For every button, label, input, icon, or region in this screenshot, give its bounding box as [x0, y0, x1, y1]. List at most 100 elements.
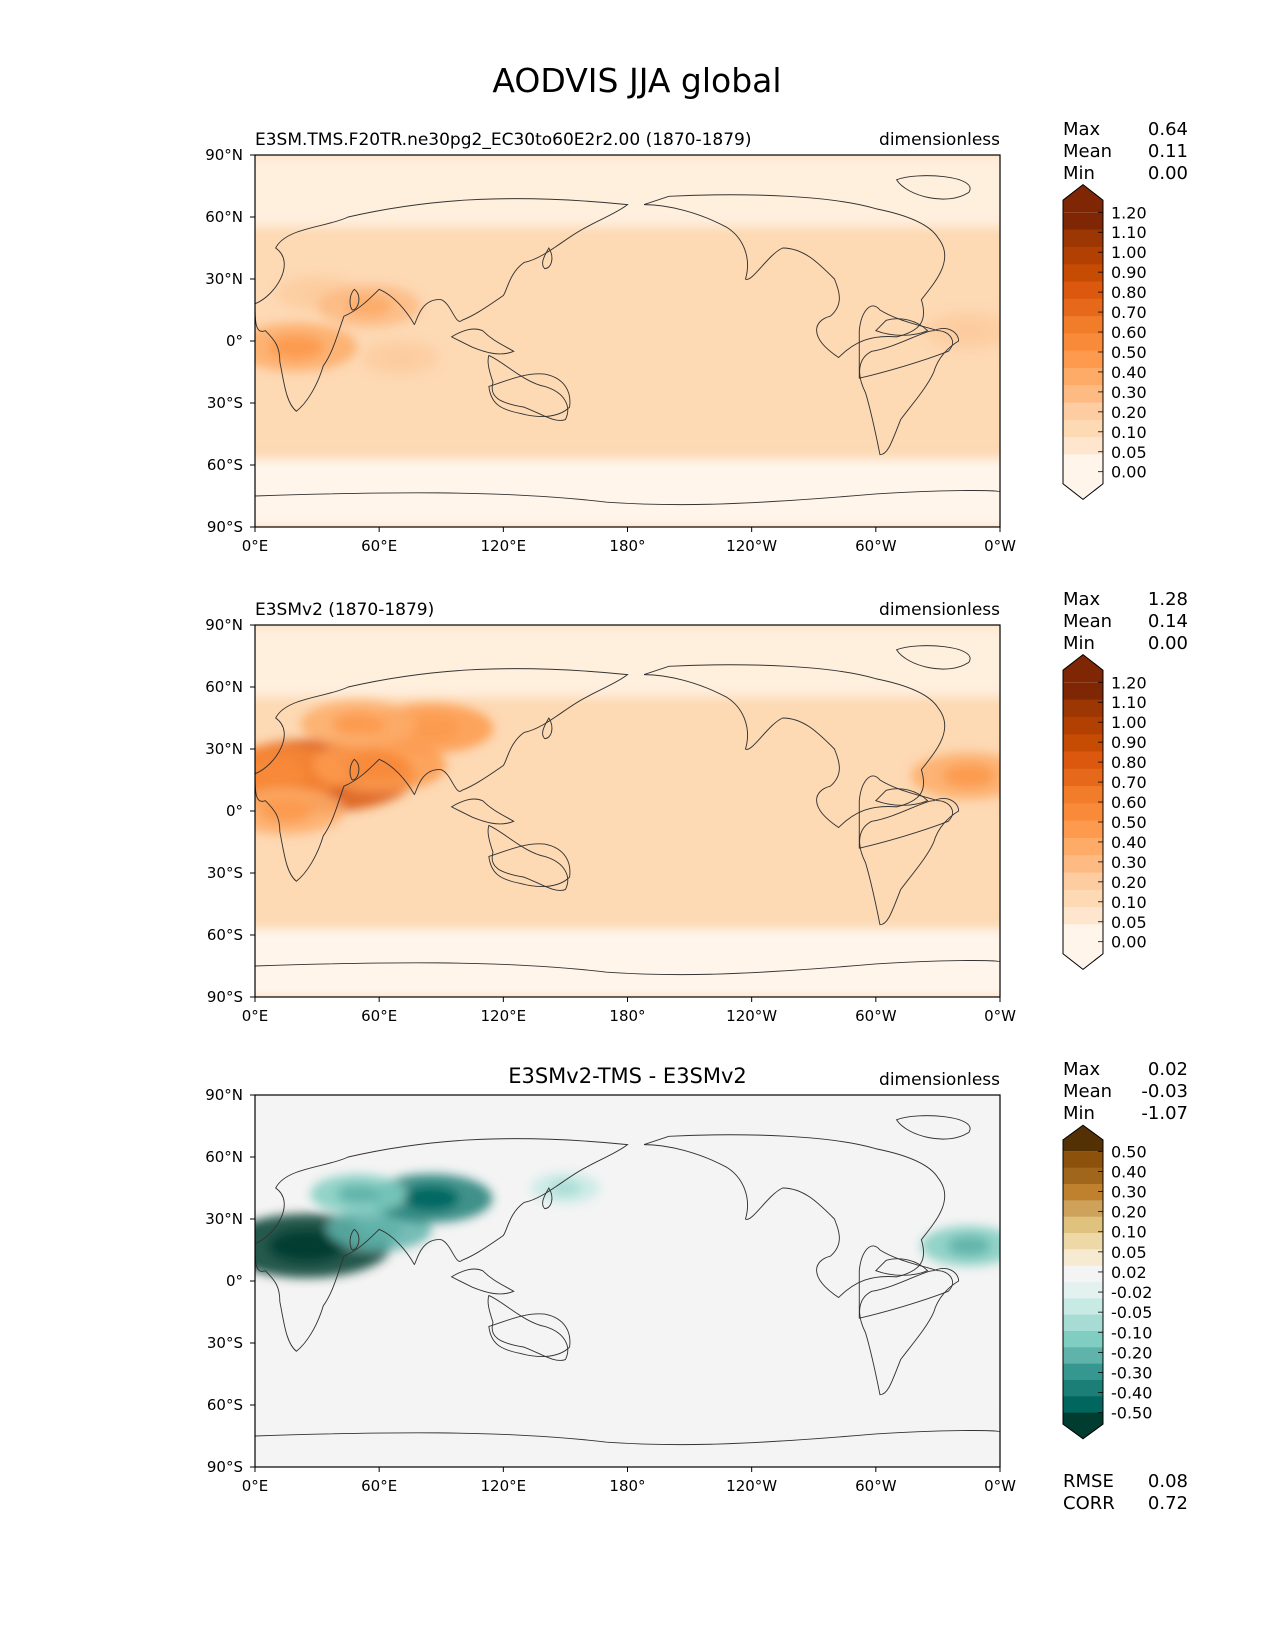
colorbar-label: -0.02 [1111, 1283, 1152, 1302]
x-tick-label: 60°E [361, 537, 397, 555]
colorbar-segment [1063, 298, 1103, 317]
stat-value-mean: 0.11 [1148, 141, 1188, 162]
colorbar-label: 1.20 [1111, 673, 1147, 692]
x-tick-label: 60°W [855, 1477, 897, 1495]
x-tick-label: 0°W [984, 537, 1016, 555]
colorbar-segment [1063, 1396, 1103, 1414]
y-tick-label: 60°N [205, 208, 243, 226]
y-tick-label: 30°S [207, 864, 243, 882]
band-arctic [255, 155, 1000, 228]
x-tick-label: 120°E [481, 537, 527, 555]
colorbar: 1.201.101.000.900.800.700.600.500.400.30… [1062, 653, 1147, 971]
colorbar-segment [1063, 246, 1103, 265]
contour-field [255, 1095, 1000, 1467]
colorbar-segment [1063, 1151, 1103, 1169]
feature-1-core [268, 1229, 345, 1262]
y-tick-label: 90°S [207, 1458, 243, 1476]
colorbar-segment [1063, 350, 1103, 369]
feature-5-core [402, 715, 459, 741]
stat-value-mean: -0.03 [1141, 1081, 1188, 1102]
map-panel-3: E3SMv2-TMS - E3SMv2 dimensionless 0°E 60°E 1… [205, 1059, 1188, 1514]
stat-value-min: 0.00 [1148, 163, 1188, 184]
colorbar-segment [1063, 803, 1103, 822]
panel-units: dimensionless [879, 1070, 1000, 1090]
colorbar-label: 0.60 [1111, 323, 1147, 342]
feature-3-core [345, 295, 393, 317]
colorbar-segment [1063, 907, 1103, 925]
feature-5-core [947, 1235, 991, 1256]
colorbar-outline [1062, 1124, 1104, 1440]
colorbar-label: 0.20 [1111, 873, 1147, 892]
x-tick-label: 0°W [984, 1477, 1016, 1495]
contour-field [255, 155, 1000, 527]
field-features [255, 700, 1000, 835]
colorbar-label: -0.30 [1111, 1363, 1152, 1382]
colorbar-segment [1063, 699, 1103, 718]
colorbar-segment [1063, 1233, 1103, 1250]
colorbar-segment [1063, 1331, 1103, 1348]
colorbar-label: 0.00 [1111, 933, 1147, 952]
stat-label-corr: CORR [1063, 1493, 1115, 1514]
feature-4-core [336, 1184, 381, 1205]
colorbar-label: 0.20 [1111, 403, 1147, 422]
stat-label-mean: Mean [1063, 141, 1112, 162]
y-tick-label: 60°N [205, 678, 243, 696]
colorbar-segment [1063, 281, 1103, 300]
band-antarctic [255, 928, 1000, 997]
band-arctic [255, 625, 1000, 698]
x-tick-label: 0°E [242, 1007, 269, 1025]
colorbar-extend-bottom [1063, 1412, 1103, 1439]
colorbar-segment [1063, 264, 1103, 282]
x-tick-label: 120°E [481, 1477, 527, 1495]
colorbar-label: 1.00 [1111, 243, 1147, 262]
colorbar-segment [1063, 1167, 1103, 1185]
colorbar-segment [1063, 751, 1103, 770]
y-tick-label: 90°N [205, 1086, 243, 1104]
colorbar-label: 1.10 [1111, 693, 1147, 712]
colorbar-label: 0.60 [1111, 793, 1147, 812]
colorbar-segment [1063, 419, 1103, 438]
feature-3-core [403, 1186, 459, 1211]
map-panel-1: E3SM.TMS.F20TR.ne30pg2_EC30to60E2r2.00 (… [205, 119, 1188, 555]
colorbar-segment [1063, 820, 1103, 839]
colorbar-segment [1063, 367, 1103, 386]
colorbar-segment [1063, 855, 1103, 874]
colorbar-label: 0.02 [1111, 1263, 1147, 1282]
colorbar-label: 0.05 [1111, 913, 1147, 932]
y-tick-label: 30°N [205, 1210, 243, 1228]
colorbar-label: 0.40 [1111, 1162, 1147, 1181]
colorbar-label: 0.90 [1111, 733, 1147, 752]
stat-label-min: Min [1063, 163, 1095, 184]
stat-label-rmse: RMSE [1063, 1471, 1114, 1492]
colorbar-label: 0.30 [1111, 383, 1147, 402]
y-tick-label: 30°S [207, 1334, 243, 1352]
panel-left-title: E3SMv2 (1870-1879) [255, 600, 434, 620]
stat-label-min: Min [1063, 633, 1095, 654]
x-tick-label: 120°W [726, 537, 777, 555]
y-tick-label: 0° [226, 1272, 243, 1290]
colorbar-extend-top [1063, 1125, 1103, 1152]
colorbar-extend-bottom [1063, 471, 1103, 500]
y-tick-label: 60°S [207, 456, 243, 474]
y-tick-label: 30°S [207, 394, 243, 412]
colorbar-segment [1063, 889, 1103, 908]
colorbar-segment [1063, 1216, 1103, 1234]
x-tick-label: 0°E [242, 537, 269, 555]
contour-field [255, 625, 1000, 997]
feature-5-core [949, 321, 989, 340]
stat-value-max: 0.02 [1148, 1059, 1188, 1080]
colorbar-extend-bottom [1063, 941, 1103, 970]
feature-3-core [259, 799, 313, 823]
colorbar-label: 0.40 [1111, 833, 1147, 852]
y-tick-label: 60°N [205, 1148, 243, 1166]
panel-units: dimensionless [879, 130, 1000, 150]
colorbar-segment [1063, 1314, 1103, 1332]
x-tick-label: 60°E [361, 1477, 397, 1495]
y-tick-label: 90°S [207, 518, 243, 536]
band-antarctic [255, 1398, 1000, 1467]
colorbar-segment [1063, 333, 1103, 352]
stat-value-mean: 0.14 [1148, 611, 1188, 632]
stat-label-max: Max [1063, 1059, 1101, 1080]
y-tick-label: 90°N [205, 616, 243, 634]
